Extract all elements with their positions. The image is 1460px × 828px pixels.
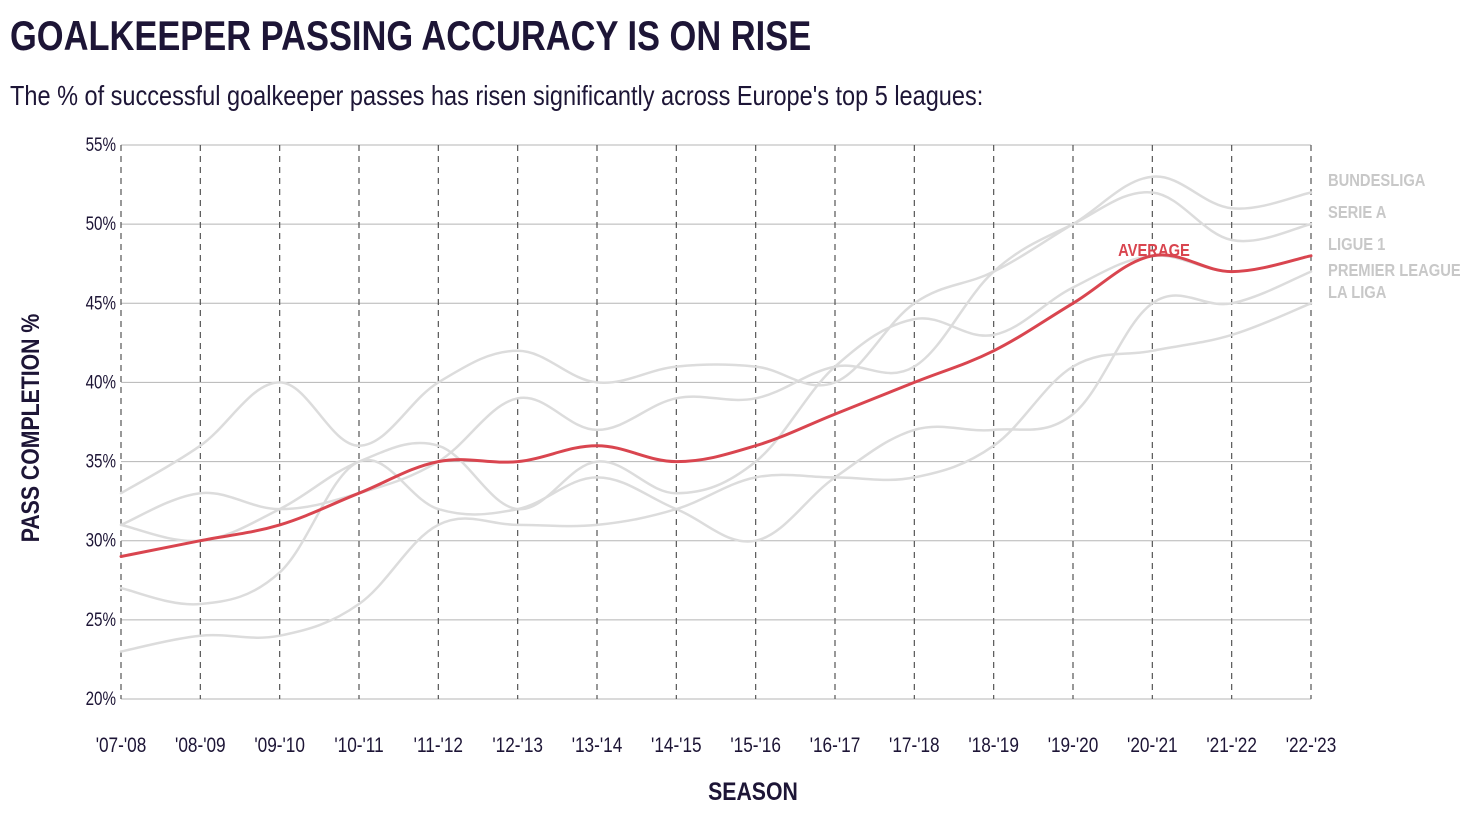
x-tick-label: '09-'10 [254,735,305,758]
legend-label-premier-league: PREMIER LEAGUE [1328,261,1460,281]
x-tick-label: '08-'09 [175,735,226,758]
x-tick-label: '17-'18 [889,735,940,758]
y-tick-label: 50% [86,212,116,234]
chart-title: GOALKEEPER PASSING ACCURACY IS ON RISE [10,12,812,59]
series-line-ligue-1 [119,254,1313,543]
series-line-average [119,253,1313,558]
x-tick-label: '07-'08 [96,735,147,758]
series-line-premier-league [119,270,1313,606]
x-tick-label: '15-'16 [730,735,781,758]
x-tick-label: '21-'22 [1206,735,1257,758]
legend-label-la-liga: LA LIGA [1328,283,1387,303]
x-tick-label: '20-'21 [1127,735,1178,758]
x-tick-label: '11-'12 [414,735,463,758]
x-tick-label: '19-'20 [1048,735,1099,758]
x-tick-label: '12-'13 [492,735,543,758]
x-tick-label: '18-'19 [968,735,1019,758]
legend-label-bundesliga: BUNDESLIGA [1328,171,1426,191]
y-axis-title: PASS COMPLETION % [16,314,44,543]
y-tick-label: 55% [86,133,116,155]
x-tick-label: '14-'15 [651,735,702,758]
legend-label-serie-a: SERIE A [1328,203,1387,223]
y-tick-label: 40% [86,371,116,393]
y-tick-label: 25% [86,608,116,630]
average-label: AVERAGE [1118,241,1190,261]
x-axis-title: SEASON [708,777,798,805]
y-tick-label: 20% [86,687,116,709]
legend-label-ligue-1: LIGUE 1 [1328,235,1385,255]
x-tick-label: '16-'17 [810,735,861,758]
x-tick-label: '13-'14 [572,735,623,758]
y-tick-label: 30% [86,529,116,551]
y-tick-label: 45% [86,292,116,314]
series-line-bundesliga [119,175,1313,495]
x-tick-label: '10-'11 [334,735,383,758]
x-tick-label: '22-'23 [1286,735,1337,758]
series-line-la-liga [119,302,1313,653]
chart-subtitle: The % of successful goalkeeper passes ha… [10,80,984,111]
y-tick-label: 35% [86,450,116,472]
